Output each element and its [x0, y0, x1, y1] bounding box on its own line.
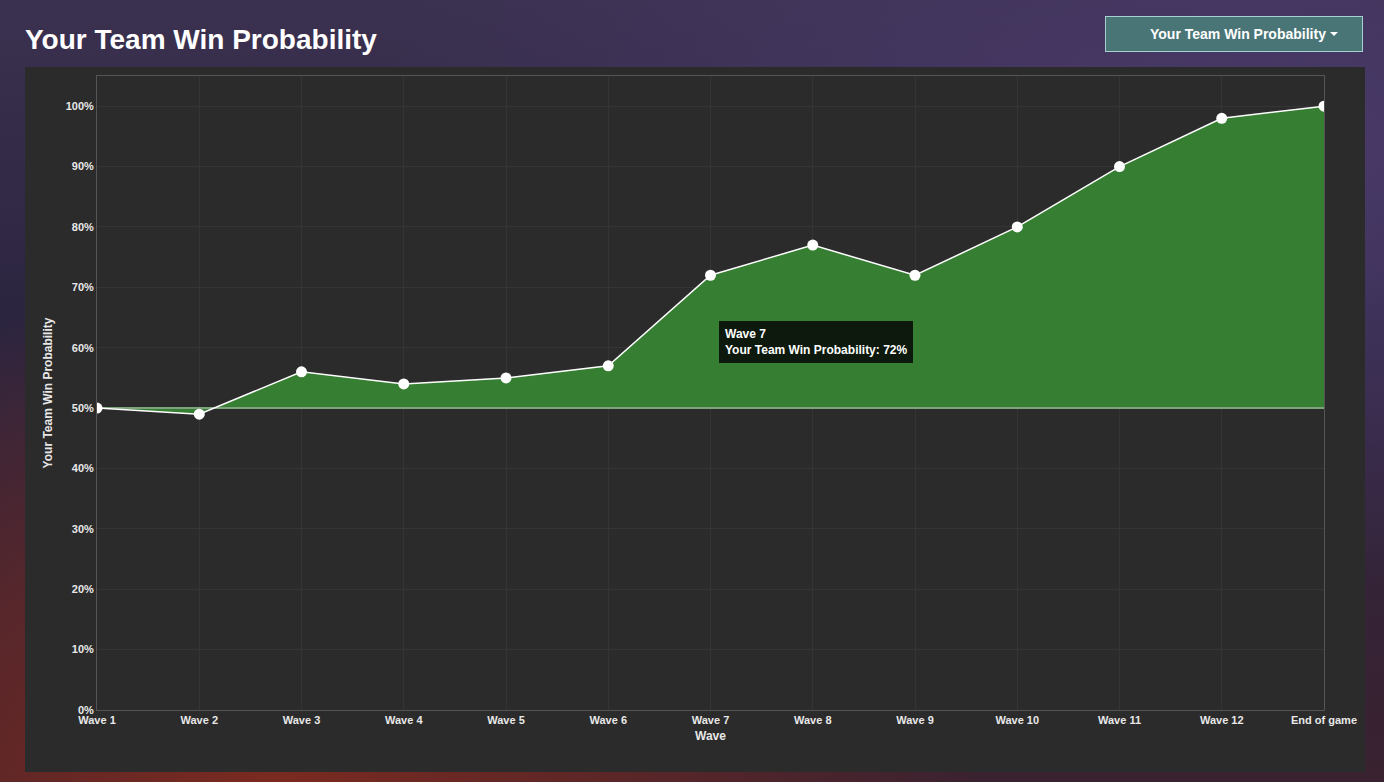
- svg-text:Wave 6: Wave 6: [589, 714, 627, 726]
- svg-text:Wave 12: Wave 12: [1200, 714, 1244, 726]
- svg-text:Wave 3: Wave 3: [283, 714, 321, 726]
- svg-text:Your Team Win Probability: Your Team Win Probability: [41, 317, 55, 468]
- svg-text:30%: 30%: [72, 523, 94, 535]
- svg-text:Wave: Wave: [695, 729, 726, 743]
- svg-text:100%: 100%: [66, 100, 94, 112]
- svg-text:Wave 5: Wave 5: [487, 714, 525, 726]
- svg-text:10%: 10%: [72, 643, 94, 655]
- svg-text:20%: 20%: [72, 583, 94, 595]
- svg-text:Wave 11: Wave 11: [1098, 714, 1141, 726]
- svg-text:Wave 7Your Team Win Probabilit: Wave 7Your Team Win Probability: 72%: [725, 327, 907, 357]
- svg-text:0%: 0%: [78, 704, 94, 716]
- svg-text:Wave 8: Wave 8: [794, 714, 832, 726]
- svg-text:40%: 40%: [72, 462, 94, 474]
- svg-text:50%: 50%: [72, 402, 94, 414]
- svg-text:Wave 9: Wave 9: [896, 714, 934, 726]
- svg-text:90%: 90%: [72, 160, 94, 172]
- svg-text:Wave 4: Wave 4: [385, 714, 423, 726]
- html-text:Your Team Win Probability: Your Team Win Probability: [25, 24, 377, 55]
- svg-text:Wave 1: Wave 1: [78, 714, 116, 726]
- svg-text:Wave 7: Wave 7: [692, 714, 730, 726]
- svg-text:80%: 80%: [72, 221, 94, 233]
- svg-text:70%: 70%: [72, 281, 94, 293]
- svg-text:Wave 2: Wave 2: [180, 714, 218, 726]
- svg-text:60%: 60%: [72, 342, 94, 354]
- svg-text:End of game: End of game: [1291, 714, 1357, 726]
- html-text:Your Team Win Probability: Your Team Win Probability: [1150, 26, 1326, 42]
- svg-text:Wave 10: Wave 10: [995, 714, 1039, 726]
